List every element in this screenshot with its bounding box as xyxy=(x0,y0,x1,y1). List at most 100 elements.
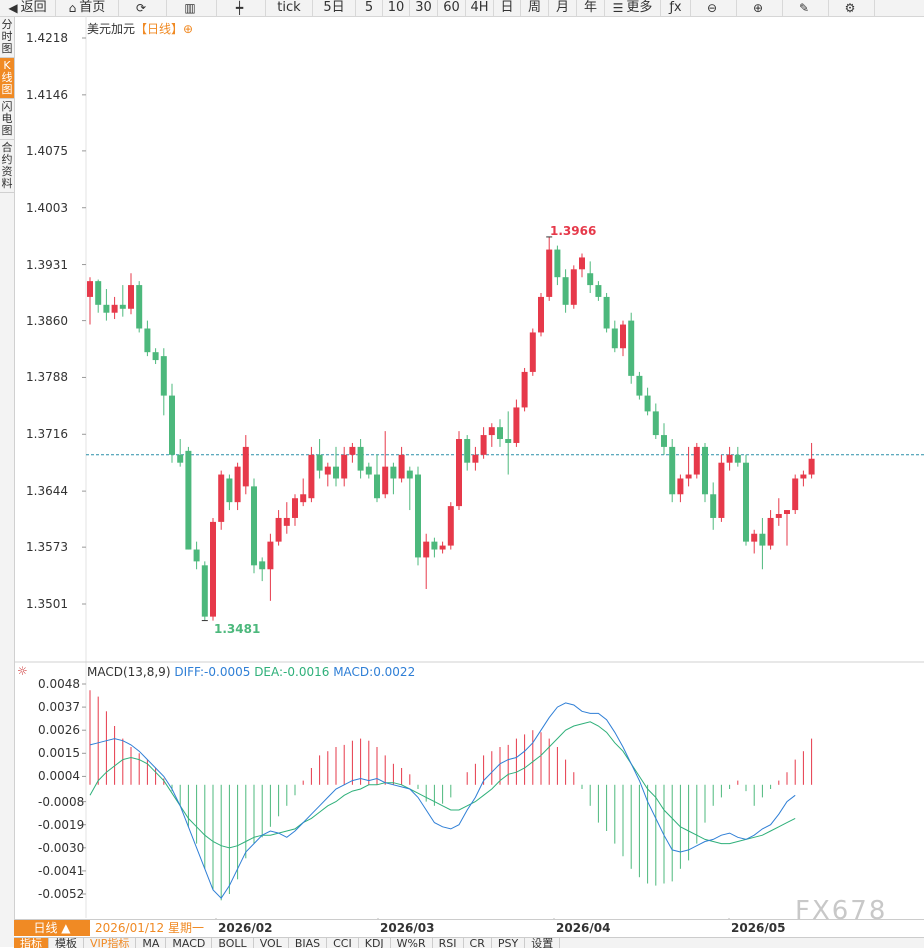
pen-button[interactable]: ✎ xyxy=(783,0,829,16)
candle xyxy=(677,474,684,503)
low-price-label: 1.3481 xyxy=(214,622,261,636)
candle xyxy=(144,320,151,357)
candle xyxy=(152,348,159,365)
period-button-12[interactable]: 日 xyxy=(494,0,521,16)
candle xyxy=(480,427,487,459)
candle xyxy=(308,446,315,503)
period-selector-button[interactable]: 日线 ▲ xyxy=(14,920,90,936)
settings-button[interactable]: ⚙ xyxy=(829,0,875,16)
candle xyxy=(111,296,118,320)
candle xyxy=(193,541,200,570)
indicator-tab-12[interactable]: CR xyxy=(464,938,492,948)
menu-button[interactable]: ☰ 更多 xyxy=(605,0,661,16)
candle xyxy=(177,439,184,467)
candle xyxy=(743,454,749,546)
add-indicator-icon[interactable]: ⊕ xyxy=(183,22,194,36)
candle xyxy=(792,474,799,515)
home-button[interactable]: ⌂ 首页 xyxy=(56,0,119,16)
candle xyxy=(136,281,143,333)
indicator-tab-4[interactable]: MACD xyxy=(166,938,213,948)
chart-grid xyxy=(14,16,924,936)
period-button-8[interactable]: 10 xyxy=(383,0,410,16)
candle xyxy=(505,411,512,475)
candle xyxy=(513,399,520,447)
candle xyxy=(447,502,454,550)
refresh-button[interactable]: ⟳ xyxy=(119,0,167,16)
indicator-tab-10[interactable]: W%R xyxy=(391,938,433,948)
candle xyxy=(259,557,266,582)
indicator-tab-8[interactable]: CCI xyxy=(327,938,359,948)
indicator-tab-6[interactable]: VOL xyxy=(254,938,289,948)
indicator-tab-7[interactable]: BIAS xyxy=(289,938,328,948)
macd-dea-value: DEA:-0.0016 xyxy=(254,665,330,679)
bar-chart-button[interactable]: ▥ xyxy=(167,0,217,16)
candle xyxy=(324,462,331,487)
toolbar-label: 4H xyxy=(470,0,489,15)
period-label: 【日线】 xyxy=(135,22,184,36)
macd-settings-icon[interactable]: ☼ xyxy=(17,664,28,678)
sidebar-item-1[interactable]: K线图 xyxy=(0,58,14,99)
price-tick-label: 1.4218 xyxy=(26,31,68,45)
period-button-6[interactable]: 5日 xyxy=(313,0,356,16)
candle xyxy=(128,273,134,315)
sidebar-item-0[interactable]: 分时图 xyxy=(0,17,14,58)
macd-tick-label: -0.0041 xyxy=(38,863,85,878)
candle xyxy=(406,466,413,511)
indicator-tab-3[interactable]: MA xyxy=(136,938,167,948)
candle xyxy=(546,236,553,301)
toolbar-label: 年 xyxy=(583,0,597,15)
period-button-7[interactable]: 5 xyxy=(356,0,383,16)
indicator-tab-0[interactable]: 指标 xyxy=(14,938,49,948)
period-button-13[interactable]: 周 xyxy=(521,0,549,16)
candle xyxy=(185,446,192,550)
price-tick-label: 1.3931 xyxy=(26,257,68,272)
main-chart-legend: 美元加元【日线】⊕ xyxy=(87,20,193,37)
candle xyxy=(316,439,323,479)
price-tick-label: 1.3573 xyxy=(26,540,68,555)
indicator-tab-2[interactable]: VIP指标 xyxy=(84,938,137,948)
indicator-tab-5[interactable]: BOLL xyxy=(212,938,254,948)
time-axis-bar xyxy=(14,919,924,937)
price-tick-label: 1.3860 xyxy=(26,313,68,328)
period-button-10[interactable]: 60 xyxy=(438,0,466,16)
candle xyxy=(808,442,815,479)
period-button-5[interactable]: tick xyxy=(266,0,313,16)
candle xyxy=(570,265,577,309)
sidebar-item-2[interactable]: 闪电图 xyxy=(0,99,14,140)
candle xyxy=(160,348,167,416)
price-tick-label: 1.3501 xyxy=(26,597,68,611)
toolbar-label: 返回 xyxy=(20,0,47,15)
indicator-tab-1[interactable]: 模板 xyxy=(49,938,84,948)
zoom-out-button[interactable]: ⊖ xyxy=(691,0,737,16)
candle xyxy=(103,289,110,321)
candle xyxy=(267,533,274,601)
zoom-in-icon: ⊕ xyxy=(752,1,764,15)
period-button-11[interactable]: 4H xyxy=(466,0,494,16)
current-date-label: 2026/01/12 星期一 xyxy=(95,921,204,935)
zoom-in-button[interactable]: ⊕ xyxy=(737,0,783,16)
candle-button[interactable]: ┿ xyxy=(217,0,266,16)
menu-icon: ☰ xyxy=(612,1,624,15)
back-arrow-button[interactable]: ◀ 返回 xyxy=(0,0,56,16)
fx-button[interactable]: ƒx xyxy=(661,0,691,16)
indicator-tab-14[interactable]: 设置 xyxy=(525,938,561,948)
candle xyxy=(800,470,807,487)
period-button-15[interactable]: 年 xyxy=(577,0,605,16)
candle xyxy=(423,533,430,590)
back-arrow-icon: ◀ xyxy=(8,1,18,15)
candle xyxy=(456,431,462,511)
indicator-tabbar: 指标 模板 VIP指标 MA MACD BOLL VOL BIAS CCI KDJ W%R RSI CR… xyxy=(14,937,924,948)
indicator-tab-9[interactable]: KDJ xyxy=(359,938,391,948)
toolbar-label: 60 xyxy=(443,0,460,15)
indicator-tab-13[interactable]: PSY xyxy=(492,938,526,948)
period-button-14[interactable]: 月 xyxy=(549,0,577,16)
macd-tick-label: -0.0008 xyxy=(38,794,85,809)
macd-tick-label: -0.0052 xyxy=(38,887,85,901)
toolbar-label: 10 xyxy=(387,0,405,15)
period-button-9[interactable]: 30 xyxy=(410,0,438,16)
indicator-tab-11[interactable]: RSI xyxy=(433,938,464,948)
sidebar-item-3[interactable]: 合约资料 xyxy=(0,140,14,193)
candle xyxy=(226,474,233,511)
candle xyxy=(693,442,700,479)
